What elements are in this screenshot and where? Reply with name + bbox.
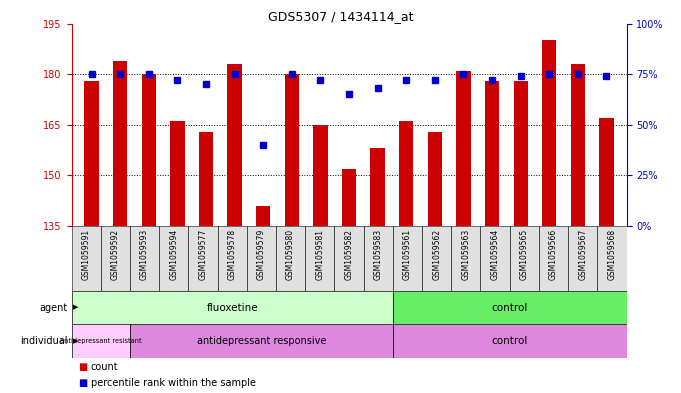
Text: antidepressant responsive: antidepressant responsive bbox=[197, 336, 326, 346]
Bar bbox=[393, 291, 627, 324]
Bar bbox=[247, 226, 276, 291]
Text: GSM1059563: GSM1059563 bbox=[461, 229, 471, 281]
Bar bbox=[84, 81, 99, 226]
Bar bbox=[393, 324, 627, 358]
Bar bbox=[72, 324, 130, 358]
Text: percentile rank within the sample: percentile rank within the sample bbox=[91, 378, 255, 388]
Bar bbox=[113, 61, 127, 226]
Text: GSM1059592: GSM1059592 bbox=[111, 229, 120, 280]
Bar bbox=[393, 226, 422, 291]
Text: GSM1059566: GSM1059566 bbox=[549, 229, 558, 281]
Bar bbox=[513, 81, 528, 226]
Bar bbox=[285, 74, 299, 226]
Text: GSM1059594: GSM1059594 bbox=[170, 229, 178, 281]
Text: GSM1059593: GSM1059593 bbox=[140, 229, 149, 281]
Bar bbox=[189, 226, 217, 291]
Bar bbox=[217, 226, 247, 291]
Text: control: control bbox=[492, 336, 528, 346]
Bar bbox=[539, 226, 568, 291]
Bar bbox=[422, 226, 452, 291]
Text: GSM1059564: GSM1059564 bbox=[490, 229, 500, 281]
Bar bbox=[72, 226, 101, 291]
Bar bbox=[599, 118, 614, 226]
Bar bbox=[199, 132, 213, 226]
Bar bbox=[305, 226, 334, 291]
Bar bbox=[130, 226, 159, 291]
Bar bbox=[130, 324, 393, 358]
Text: GSM1059567: GSM1059567 bbox=[578, 229, 587, 281]
Bar bbox=[568, 226, 597, 291]
Bar bbox=[542, 40, 556, 226]
Text: fluoxetine: fluoxetine bbox=[206, 303, 258, 312]
Text: antidepressant resistant: antidepressant resistant bbox=[60, 338, 142, 344]
Text: GSM1059591: GSM1059591 bbox=[82, 229, 91, 280]
Bar bbox=[342, 169, 356, 226]
Text: GSM1059562: GSM1059562 bbox=[432, 229, 441, 280]
Bar bbox=[370, 149, 385, 226]
Text: GSM1059579: GSM1059579 bbox=[257, 229, 266, 281]
Bar bbox=[159, 226, 189, 291]
Bar bbox=[227, 64, 242, 226]
Bar bbox=[142, 74, 156, 226]
Text: GSM1059568: GSM1059568 bbox=[607, 229, 616, 280]
Text: control: control bbox=[492, 303, 528, 312]
Bar bbox=[364, 226, 393, 291]
Text: ▶: ▶ bbox=[73, 305, 78, 310]
Text: ■: ■ bbox=[78, 378, 88, 388]
Text: GSM1059580: GSM1059580 bbox=[286, 229, 295, 280]
Bar bbox=[428, 132, 442, 226]
Bar bbox=[597, 226, 627, 291]
Bar bbox=[399, 121, 413, 226]
Bar bbox=[509, 226, 539, 291]
Bar bbox=[276, 226, 305, 291]
Text: ■: ■ bbox=[78, 362, 88, 373]
Bar bbox=[313, 125, 328, 226]
Text: GSM1059561: GSM1059561 bbox=[403, 229, 412, 280]
Text: GSM1059582: GSM1059582 bbox=[345, 229, 353, 280]
Bar bbox=[571, 64, 585, 226]
Text: GSM1059565: GSM1059565 bbox=[520, 229, 528, 281]
Bar bbox=[456, 71, 471, 226]
Bar bbox=[72, 291, 393, 324]
Text: agent: agent bbox=[40, 303, 68, 312]
Bar bbox=[481, 226, 509, 291]
Text: ▶: ▶ bbox=[73, 338, 78, 344]
Text: GSM1059581: GSM1059581 bbox=[315, 229, 324, 280]
Bar bbox=[334, 226, 364, 291]
Text: individual: individual bbox=[20, 336, 68, 346]
Text: GSM1059578: GSM1059578 bbox=[227, 229, 237, 280]
Text: count: count bbox=[91, 362, 118, 373]
Bar bbox=[101, 226, 130, 291]
Bar bbox=[256, 206, 270, 226]
Text: GDS5307 / 1434114_at: GDS5307 / 1434114_at bbox=[268, 10, 413, 23]
Text: GSM1059577: GSM1059577 bbox=[198, 229, 208, 281]
Bar bbox=[485, 81, 499, 226]
Bar bbox=[170, 121, 185, 226]
Bar bbox=[452, 226, 481, 291]
Text: GSM1059583: GSM1059583 bbox=[374, 229, 383, 280]
